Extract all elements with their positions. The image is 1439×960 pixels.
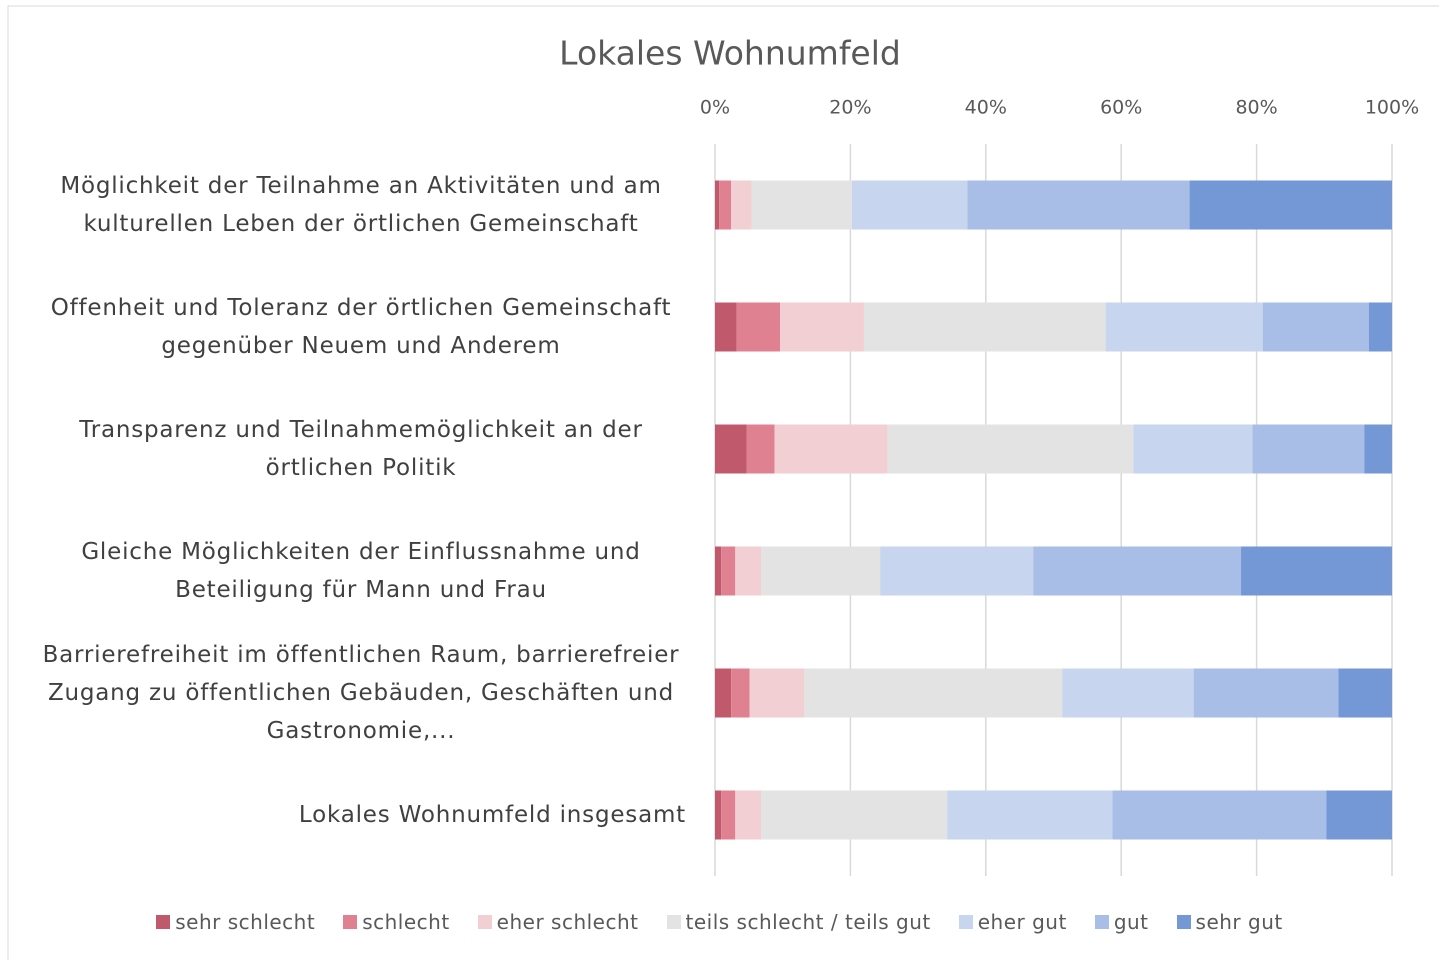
bar-segment [1105,302,1263,352]
bar-segment [715,424,747,474]
bar-segment [721,790,736,840]
bar-segment [715,302,737,352]
legend-swatch [343,915,358,929]
legend-swatch [1176,915,1191,929]
bar-segment [1193,668,1339,718]
bar-segment [947,790,1113,840]
legend-item: sehr gut [1176,910,1283,934]
bar-segment [779,302,864,352]
y-tick-label: Gleiche Möglichkeiten der Einflussnahme … [81,539,641,603]
y-tick-label: Barrierefreiheit im öffentlichen Raum, b… [42,642,680,744]
x-tick-label: 0% [700,97,730,119]
bar-segment [751,180,852,230]
y-tick-label: Offenheit und Toleranz der örtlichen Gem… [50,295,672,359]
bar-segment [736,302,780,352]
y-tick-label: Lokales Wohnumfeld insgesamt [298,802,686,828]
legend-swatch [156,915,171,929]
x-tick-label: 80% [1235,97,1277,119]
category-label-box: Barrierefreiheit im öffentlichen Raum, b… [36,632,686,754]
category-label-box: Lokales Wohnumfeld insgesamt [299,754,686,876]
legend-item: gut [1094,910,1149,934]
legend-label: gut [1113,910,1149,934]
x-tick-label: 40% [965,97,1007,119]
x-tick-label: 20% [829,97,871,119]
legend-item: schlecht [343,910,449,934]
category-label-box: Möglichkeit der Teilnahme an Aktivitäten… [36,144,686,266]
bar-segment [851,180,968,230]
bar-segment [719,180,732,230]
legend-label: sehr schlecht [175,910,316,934]
bar-segment [735,546,762,596]
bar-segment [1033,546,1242,596]
chart-title: Lokales Wohnumfeld [559,34,901,73]
legend-swatch [958,915,973,929]
legend-label: eher schlecht [496,910,639,934]
bar-segment [715,790,722,840]
bar-segment [887,424,1134,474]
x-tick-label: 60% [1100,97,1142,119]
bar-segment [880,546,1034,596]
bar-segment [715,180,720,230]
y-tick-label: Möglichkeit der Teilnahme an Aktivitäten… [60,173,662,237]
bar-segment [1133,424,1253,474]
bar-segment [721,546,736,596]
category-label-box: Gleiche Möglichkeiten der Einflussnahme … [36,510,686,632]
legend-item: eher gut [958,910,1067,934]
legend-item: sehr schlecht [156,910,315,934]
chart-border [7,5,1439,960]
bar-segment [1252,424,1365,474]
bar-segment [749,668,805,718]
bar-segment [1368,302,1392,352]
bar-segment [804,668,1063,718]
category-label-box: Transparenz und Teilnahmemöglichkeit an … [36,388,686,510]
legend-label: teils schlecht / teils gut [685,910,931,934]
legend-swatch [666,915,681,929]
legend-swatch [477,915,492,929]
bar-segment [761,790,948,840]
bar-segment [1062,668,1194,718]
bar-segment [774,424,888,474]
bar-segment [863,302,1106,352]
bar-segment [1189,180,1392,230]
bar-segment [1338,668,1392,718]
legend: sehr schlecht schlecht eher schlecht teils … [0,910,1439,934]
bar-segment [1262,302,1369,352]
bar-segment [1241,546,1392,596]
bar-segment [731,668,750,718]
legend-item: eher schlecht [477,910,639,934]
bar-segment [731,180,752,230]
legend-label: eher gut [977,910,1067,934]
bar-segment [967,180,1190,230]
bar-segment [715,668,732,718]
legend-swatch [1094,915,1109,929]
legend-label: sehr gut [1195,910,1283,934]
y-tick-label: Transparenz und Teilnahmemöglichkeit an … [79,417,643,481]
bar-segment [746,424,775,474]
bar-segment [1326,790,1392,840]
bar-segment [735,790,762,840]
legend-label: schlecht [362,910,450,934]
bar-segment [1364,424,1392,474]
bar-segment [715,546,722,596]
x-tick-label: 100% [1365,97,1419,119]
category-label-box: Offenheit und Toleranz der örtlichen Gem… [36,266,686,388]
bar-segment [1112,790,1327,840]
legend-item: teils schlecht / teils gut [666,910,931,934]
bar-segment [761,546,881,596]
